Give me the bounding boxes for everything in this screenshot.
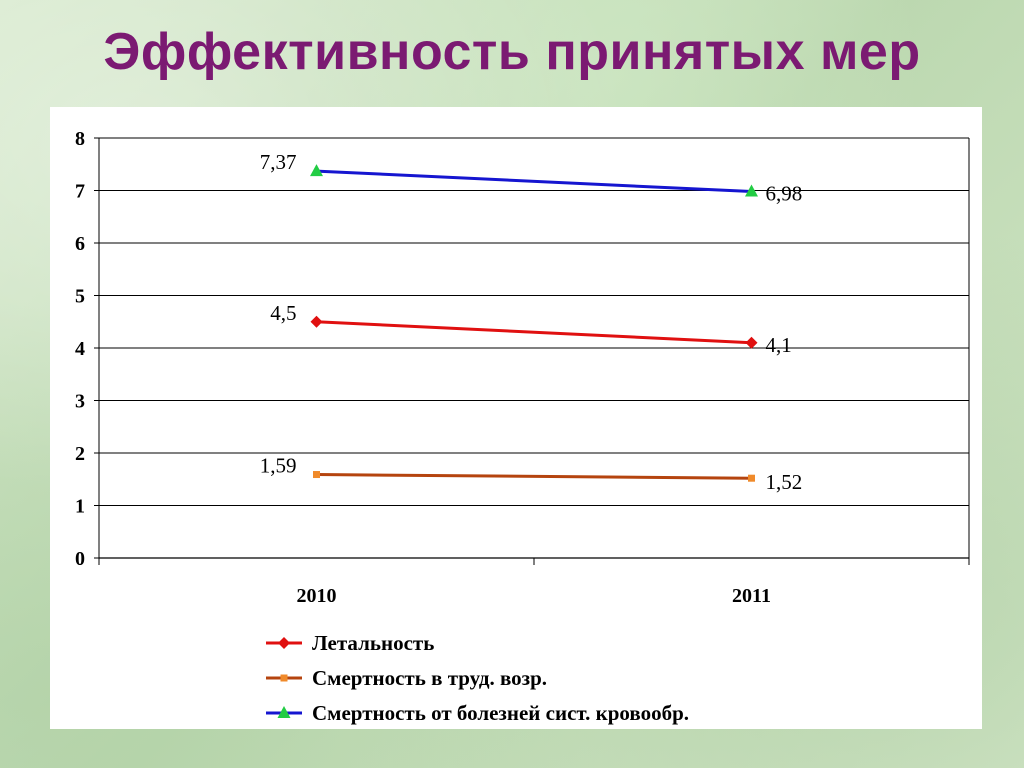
series-line — [316, 169, 752, 194]
y-tick-label: 4 — [75, 338, 85, 360]
legend: Летальность Смертность в труд. возр. Смерт… — [266, 631, 689, 725]
chart-panel: 0 1 2 3 4 5 6 7 8 2010 2011 4,5 4,1 1,59 1,52 7,37 6,98… — [50, 107, 982, 729]
legend-marker — [277, 706, 291, 718]
y-tick-label: 7 — [75, 181, 85, 203]
data-label: 4,5 — [270, 301, 296, 325]
legend-marker — [280, 674, 288, 682]
series-line — [316, 473, 752, 480]
legend-label: Летальность — [312, 631, 434, 655]
data-point — [748, 474, 755, 482]
y-tick-label: 6 — [75, 233, 85, 255]
series-line — [316, 320, 752, 345]
series-lines — [310, 164, 758, 482]
legend-marker — [278, 637, 290, 649]
y-tick-label: 0 — [75, 548, 85, 570]
data-point — [310, 315, 323, 328]
data-point — [745, 184, 758, 197]
legend-label: Смертность в труд. возр. — [312, 666, 547, 690]
data-point — [745, 336, 758, 349]
line-chart: 0 1 2 3 4 5 6 7 8 2010 2011 4,5 4,1 1,59 1,52 7,37 6,98… — [75, 128, 970, 725]
x-tick-label: 2010 — [297, 585, 337, 607]
data-label: 1,52 — [766, 470, 803, 494]
data-label: 4,1 — [766, 333, 792, 357]
data-label: 1,59 — [260, 454, 297, 478]
slide-title: Эффективность принятых мер — [103, 23, 921, 81]
data-label: 7,37 — [260, 150, 297, 174]
gridlines — [99, 137, 969, 506]
data-labels: 4,5 4,1 1,59 1,52 7,37 6,98 — [260, 150, 803, 494]
y-tick-label: 3 — [75, 391, 85, 413]
axes: 0 1 2 3 4 5 6 7 8 2010 2011 — [75, 128, 970, 607]
data-point — [313, 471, 320, 479]
y-tick-label: 2 — [75, 443, 85, 465]
y-tick-label: 1 — [75, 496, 85, 518]
x-tick-label: 2011 — [732, 585, 771, 607]
data-label: 6,98 — [766, 182, 803, 206]
legend-label: Смертность от болезней сист. кровообр. — [312, 701, 689, 725]
y-tick-label: 8 — [75, 128, 85, 150]
data-point — [310, 164, 323, 177]
y-tick-label: 5 — [75, 286, 85, 308]
